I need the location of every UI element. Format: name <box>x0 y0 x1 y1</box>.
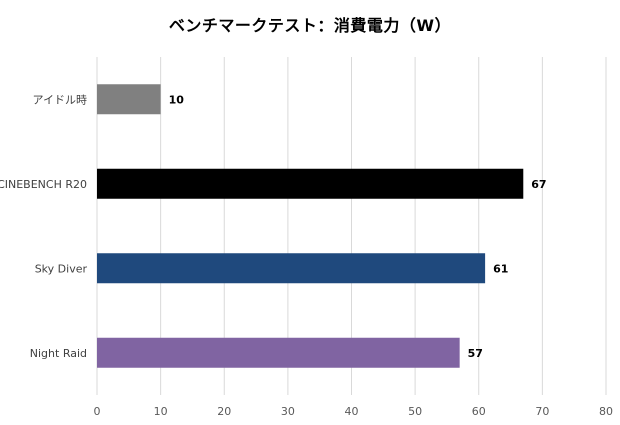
category-label: Sky Diver <box>35 262 88 275</box>
x-tick-label: 20 <box>217 405 231 418</box>
data-label: 57 <box>468 347 483 360</box>
category-label: アイドル時 <box>33 93 87 106</box>
category-label: CINEBENCH R20 <box>0 178 87 191</box>
bar <box>97 168 524 199</box>
bar <box>97 84 161 115</box>
data-label: 67 <box>531 178 546 191</box>
x-tick-label: 50 <box>408 405 422 418</box>
x-tick-label: 10 <box>154 405 168 418</box>
chart-title: ベンチマークテスト：消費電力（W） <box>168 16 452 35</box>
x-tick-label: 30 <box>281 405 295 418</box>
x-tick-label: 0 <box>94 405 101 418</box>
x-tick-label: 60 <box>472 405 486 418</box>
x-tick-label: 40 <box>345 405 359 418</box>
bar <box>97 253 486 284</box>
category-label: Night Raid <box>30 347 87 360</box>
bar <box>97 337 460 368</box>
data-label: 61 <box>493 262 508 275</box>
x-tick-label: 80 <box>599 405 613 418</box>
x-tick-label: 70 <box>535 405 549 418</box>
data-label: 10 <box>169 93 185 106</box>
